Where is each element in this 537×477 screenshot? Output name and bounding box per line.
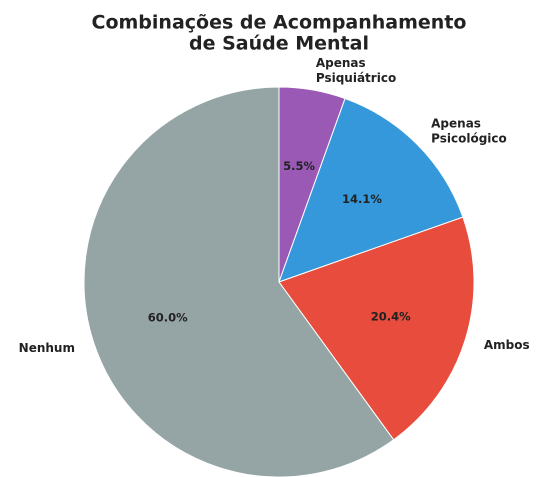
- slice-label: Nenhum: [19, 341, 75, 355]
- pie-slice: [83, 86, 395, 477]
- value-label: 14.1%: [342, 192, 382, 206]
- value-label: 60.0%: [148, 311, 188, 325]
- value-label: 20.4%: [371, 309, 411, 323]
- value-label: 5.5%: [283, 159, 315, 173]
- slice-label: Apenas Psiquiátrico: [316, 56, 396, 85]
- pie-slice: [278, 216, 475, 441]
- slice-label: Apenas Psicológico: [431, 116, 507, 145]
- chart-title: Combinações de Acompanhamento de Saúde Me…: [92, 11, 467, 54]
- pie-slice: [278, 97, 464, 283]
- slice-label: Ambos: [484, 338, 530, 352]
